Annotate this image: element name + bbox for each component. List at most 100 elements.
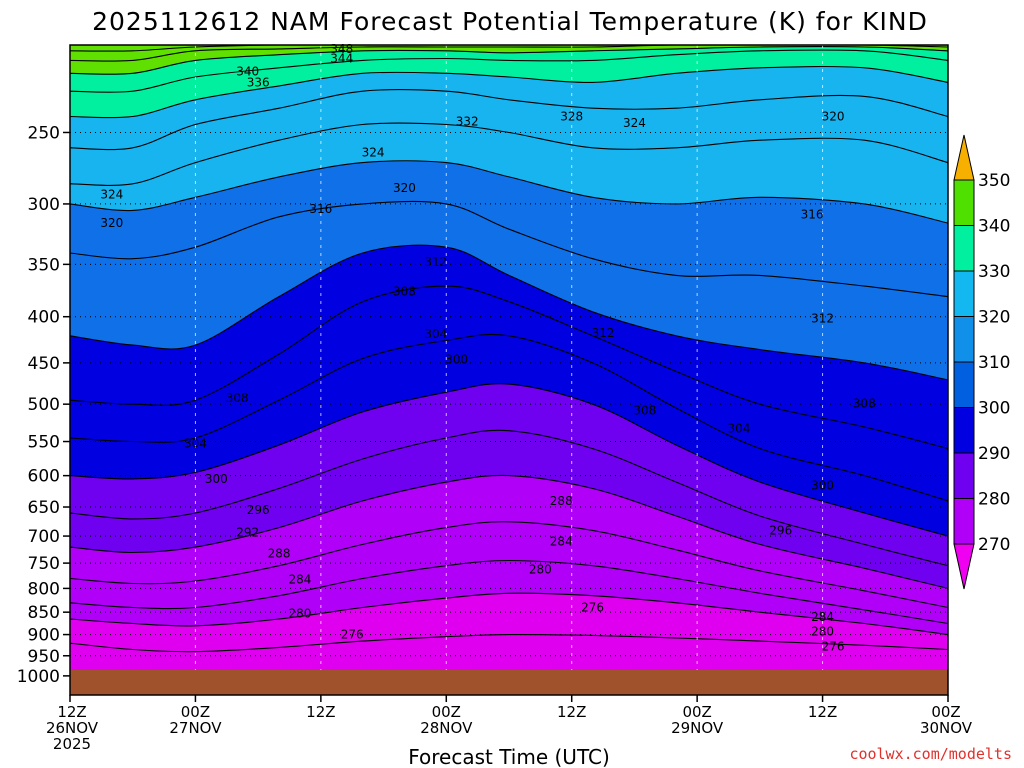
x-tick-label: 00Z	[682, 703, 711, 721]
contour-label: 276	[341, 628, 364, 642]
colorbar-label: 270	[978, 535, 1010, 555]
contour-label: 336	[247, 75, 270, 89]
credit-text: coolwx.com/modelts	[849, 745, 1012, 763]
y-tick-label: 400	[28, 308, 60, 328]
colorbar-segment	[953, 452, 975, 499]
x-tick-label: 12Z	[57, 703, 86, 721]
colorbar-segment	[953, 407, 975, 454]
contour-label: 320	[100, 216, 123, 230]
y-tick-label: 250	[28, 123, 60, 143]
y-tick-label: 500	[28, 395, 60, 415]
contour-label: 288	[550, 494, 573, 508]
contour-label: 312	[592, 326, 615, 340]
contour-label: 300	[205, 472, 228, 486]
isentrope-lines	[70, 45, 948, 653]
colorbar-label: 320	[978, 308, 1010, 328]
contour-label: 296	[247, 503, 270, 517]
colorbar-label: 300	[978, 399, 1010, 419]
isentrope-288	[70, 521, 948, 609]
x-tick-label: 26NOV	[46, 719, 99, 737]
contour-label: 308	[633, 403, 656, 417]
isentrope-276	[70, 634, 948, 653]
contour-label: 340	[236, 65, 259, 79]
contour-label: 292	[236, 526, 259, 540]
chart-title: 2025112612 NAM Forecast Potential Temper…	[92, 7, 928, 36]
contour-label: 324	[100, 188, 123, 202]
x-tick-label: 12Z	[808, 703, 837, 721]
x-tick-label: 00Z	[931, 703, 960, 721]
contour-label: 324	[362, 145, 385, 159]
contour-label: 284	[288, 572, 311, 586]
colorbar-label: 290	[978, 444, 1010, 464]
isentrope-284	[70, 559, 948, 625]
colorbar-segment	[953, 361, 975, 408]
contour-label: 332	[456, 114, 479, 128]
isentrope-328	[70, 88, 948, 151]
contour-label: 296	[769, 523, 792, 537]
colorbar-label: 350	[978, 171, 1010, 191]
contour-label: 312	[811, 312, 834, 326]
contour-label: 304	[727, 421, 750, 435]
isentrope-348	[70, 45, 948, 52]
colorbar-label: 310	[978, 353, 1010, 373]
x-tick-label: 27NOV	[169, 719, 222, 737]
contour-label: 276	[822, 640, 845, 654]
x-tick-label: 2025	[53, 735, 91, 753]
isentrope-280	[70, 592, 948, 636]
isentrope-304	[70, 333, 948, 502]
contour-label: 316	[309, 202, 332, 216]
isentrope-344	[70, 45, 948, 62]
y-tick-label: 800	[28, 579, 60, 599]
terrain-below-surface	[70, 670, 948, 695]
x-tick-label: 30NOV	[920, 719, 973, 737]
x-tick-label: 29NOV	[671, 719, 724, 737]
contour-label: 316	[801, 207, 824, 221]
y-tick-label: 450	[28, 354, 60, 374]
x-tick-label: 00Z	[432, 703, 461, 721]
colorbar-min-triangle	[953, 543, 975, 590]
contour-label: 328	[560, 109, 583, 123]
y-tick-label: 300	[28, 195, 60, 215]
colorbar-segment	[953, 270, 975, 317]
x-tick-label: 12Z	[557, 703, 586, 721]
contour-label: 276	[581, 601, 604, 615]
x-tick-label: 00Z	[181, 703, 210, 721]
contour-label: 288	[268, 547, 291, 561]
isentrope-308	[70, 285, 948, 450]
theta-band-336	[70, 45, 948, 93]
contour-label: 324	[623, 116, 646, 130]
y-tick-label: 350	[28, 255, 60, 275]
contour-label: 300	[445, 352, 468, 366]
x-tick-label: 28NOV	[420, 719, 473, 737]
y-axis-pressure: 250 300 350 400 450 500 550 600 650 700 750 800 850 9…	[17, 123, 70, 687]
contour-label: 312	[424, 255, 447, 269]
colorbar: 270 280 290 300 310 320 330 340 350	[953, 134, 1010, 590]
contour-label: 304	[424, 327, 447, 341]
contour-label: 280	[529, 562, 552, 576]
y-tick-label: 1000	[17, 667, 60, 687]
contour-label: 344	[330, 51, 353, 65]
contour-label: 320	[822, 109, 845, 123]
contour-label: 320	[393, 181, 416, 195]
colorbar-segment	[953, 225, 975, 272]
contour-label: 308	[393, 284, 416, 298]
plot-frame	[69, 44, 949, 696]
colorbar-segment	[953, 179, 975, 226]
y-tick-label: 950	[28, 647, 60, 667]
isentrope-332	[70, 65, 948, 119]
theta-band-340	[70, 45, 948, 75]
isentrope-296	[70, 429, 948, 567]
y-tick-label: 600	[28, 467, 60, 487]
x-axis-label: Forecast Time (UTC)	[408, 745, 610, 768]
y-tick-label: 550	[28, 433, 60, 453]
isentrope-300	[70, 383, 948, 537]
y-tick-label: 650	[28, 498, 60, 518]
isentrope-340	[70, 46, 948, 75]
y-tick-label: 750	[28, 554, 60, 574]
contour-label: 280	[288, 607, 311, 621]
theta-fill-bands	[70, 45, 948, 695]
isentrope-324	[70, 122, 948, 186]
